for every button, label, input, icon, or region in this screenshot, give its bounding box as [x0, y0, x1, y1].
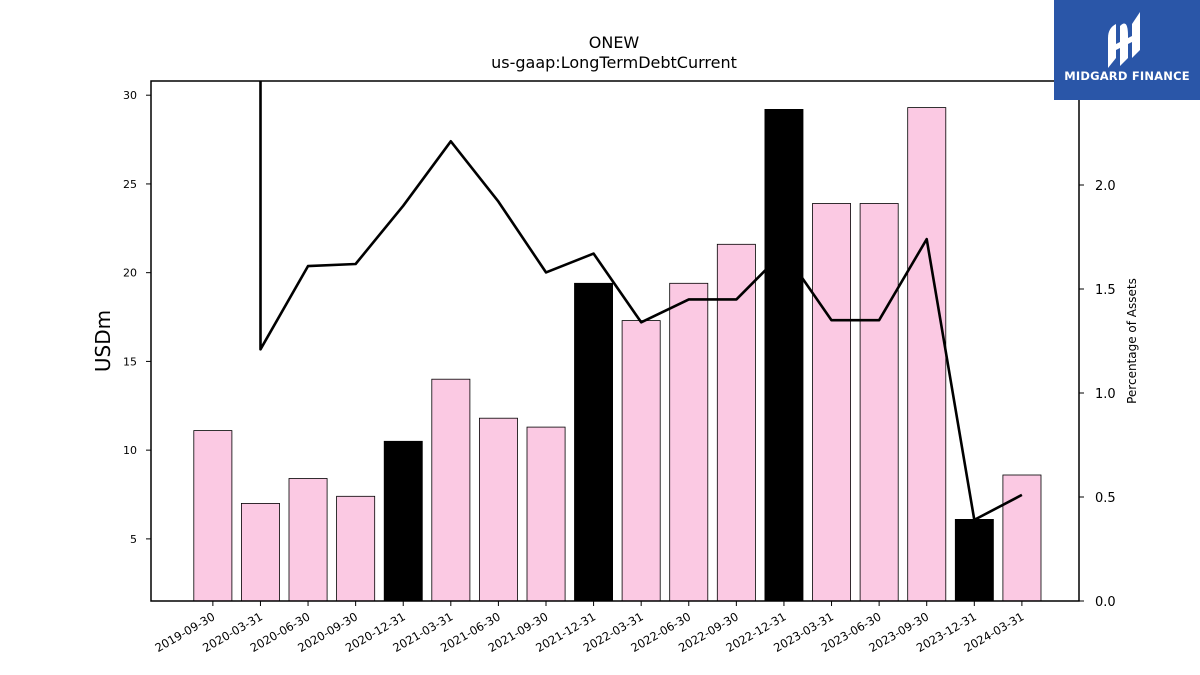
y2-tick-label: 1.0 — [1095, 387, 1116, 402]
bar-2022-03-31 — [621, 320, 661, 602]
chart-title: ONEW — [589, 33, 640, 52]
bar-2023-09-30 — [907, 107, 947, 602]
y2-tick-label: 0.5 — [1095, 491, 1116, 506]
y-tick-label: 20 — [123, 267, 137, 280]
y-tick-label: 25 — [123, 178, 137, 191]
midgard-finance-logo-icon — [1108, 12, 1140, 68]
y-axis-label: USDm — [91, 310, 115, 372]
bar-2020-09-30 — [336, 495, 376, 602]
line-series — [259, 81, 1023, 522]
bars-layer — [193, 107, 1042, 602]
bar-2022-12-31 — [764, 109, 804, 602]
chart-subtitle: us-gaap:LongTermDebtCurrent — [491, 53, 737, 72]
bar-2023-12-31 — [954, 519, 994, 602]
y-tick-label: 5 — [130, 533, 137, 546]
bar-2020-06-30 — [288, 478, 328, 602]
bar-2023-03-31 — [812, 203, 851, 602]
bar-2022-06-30 — [669, 282, 709, 602]
y2-axis: 0.00.51.01.52.02.5 — [1079, 75, 1116, 610]
bar-2020-03-31 — [240, 502, 280, 602]
y2-tick-label: 2.0 — [1095, 179, 1116, 194]
y2-axis-label: Percentage of Assets — [1125, 278, 1139, 404]
bar-2019-09-30 — [193, 430, 233, 602]
y-tick-label: 10 — [123, 444, 137, 457]
bar-2020-12-31 — [383, 440, 423, 602]
bar-2024-03-31 — [1002, 474, 1042, 602]
x-axis: 2019-09-302020-03-312020-06-302020-09-30… — [152, 601, 1026, 655]
line-layer — [259, 81, 1023, 522]
plot-frame — [150, 80, 1080, 602]
bar-2021-03-31 — [431, 378, 471, 602]
midgard-finance-logo: MIDGARD FINANCE — [1054, 0, 1200, 100]
y-tick-label: 30 — [123, 89, 137, 102]
y2-tick-label: 0.0 — [1095, 595, 1116, 610]
bar-2021-06-30 — [478, 417, 518, 602]
logo-text: MIDGARD FINANCE — [1064, 69, 1190, 83]
y-axis: 5 10 15 20 25 30 — [123, 89, 151, 546]
bar-2021-09-30 — [526, 426, 566, 602]
bar-2022-09-30 — [716, 243, 756, 602]
y-tick-label: 15 — [123, 355, 137, 368]
bar-2021-12-31 — [574, 282, 613, 602]
bar-2023-06-30 — [859, 203, 899, 602]
y2-tick-label: 1.5 — [1095, 283, 1116, 298]
